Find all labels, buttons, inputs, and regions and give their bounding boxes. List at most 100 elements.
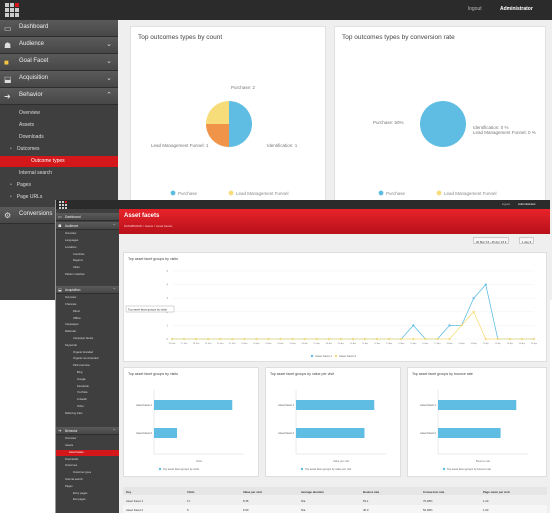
nav-audience-locations[interactable]: Locations <box>56 245 119 251</box>
data-point[interactable] <box>496 337 499 341</box>
data-point[interactable] <box>532 337 536 341</box>
data-point[interactable] <box>412 324 415 327</box>
nav-dashboard[interactable]: ▭ Dashboard <box>56 213 119 221</box>
nav-acquisition-facebook[interactable]: Facebook <box>56 383 119 389</box>
nav-audience[interactable]: ☗ Audience ⌄ <box>0 37 118 54</box>
pie-slice-identification[interactable] <box>206 124 229 147</box>
bar[interactable] <box>296 428 365 438</box>
data-point[interactable] <box>182 337 186 341</box>
nav-audience-languages[interactable]: Languages <box>56 238 119 244</box>
nav-acquisition-overview[interactable]: Overview <box>56 295 119 301</box>
data-point[interactable] <box>170 337 174 341</box>
data-point[interactable] <box>520 337 524 341</box>
bar[interactable] <box>438 400 517 410</box>
data-point[interactable] <box>460 324 463 327</box>
column-header[interactable]: Average duration <box>301 489 324 494</box>
nav-acquisition-offline[interactable]: Offline <box>56 315 119 321</box>
nav-behavior-internal-search[interactable]: Internal search <box>56 477 119 483</box>
nav-behavior-overview[interactable]: Overview <box>0 108 118 119</box>
nav-behavior-assets[interactable]: Assets <box>0 120 118 131</box>
logout-link[interactable]: logout <box>468 6 482 12</box>
data-point[interactable] <box>472 310 475 313</box>
nav-audience-pattern-matches[interactable]: Pattern matches <box>56 272 119 278</box>
nav-goal-facet[interactable]: ■ Goal Facet ⌄ <box>0 54 118 71</box>
nav-acquisition-google[interactable]: Google <box>56 377 119 383</box>
data-point[interactable] <box>231 337 234 341</box>
column-header[interactable]: Bounce rate <box>363 489 380 494</box>
table-row[interactable]: Asset Facet 1 17 8.35 N/a 53.1 70.48% 1.23 <box>123 496 547 504</box>
column-header[interactable]: Visits <box>187 489 195 494</box>
period-select[interactable]: 1 day ▾ <box>519 237 535 244</box>
column-header[interactable]: Page views per visit <box>483 489 510 494</box>
data-point[interactable] <box>207 337 210 341</box>
user-menu[interactable]: Administrator <box>500 6 533 12</box>
date-range-picker[interactable]: 26 Mar '15 - 25 Apr '15 ▾ <box>473 237 510 244</box>
nav-acquisition-linkedin[interactable]: LinkedIn <box>56 397 119 403</box>
logout-link[interactable]: logout <box>502 202 511 206</box>
pie-slice-purchase[interactable] <box>420 101 466 147</box>
bar[interactable] <box>438 428 501 438</box>
data-point[interactable] <box>315 337 318 341</box>
nav-behavior-outcome-types[interactable]: Outcome types <box>56 470 119 476</box>
data-point[interactable] <box>351 337 355 341</box>
data-point[interactable] <box>484 283 487 286</box>
pie-slice-purchase[interactable] <box>229 101 252 147</box>
user-menu[interactable]: Administrator <box>518 202 536 206</box>
data-point[interactable] <box>436 337 439 341</box>
nav-acquisition-campaign-facets[interactable]: Campaign facets <box>56 336 119 342</box>
nav-behavior-downloads[interactable]: Downloads <box>0 132 118 143</box>
nav-behavior[interactable]: ➜ Behavior ⌃ <box>0 88 118 105</box>
data-point[interactable] <box>327 337 330 341</box>
bar[interactable] <box>154 400 233 410</box>
nav-acquisition-organic-non-branded[interactable]: Organic non-branded <box>56 356 119 362</box>
data-point[interactable] <box>472 297 475 300</box>
data-point[interactable] <box>400 337 403 341</box>
nav-acquisition[interactable]: ⬓ Acquisition ⌄ <box>0 71 118 88</box>
app-logo-icon[interactable] <box>5 3 19 17</box>
nav-behavior-pages[interactable]: Pages <box>0 180 118 191</box>
nav-behavior-downloads[interactable]: Downloads <box>56 456 119 462</box>
data-point[interactable] <box>448 337 451 341</box>
breadcrumb[interactable]: DASHBOARD > Assets > Asset Facets <box>124 224 173 228</box>
data-point[interactable] <box>255 337 258 341</box>
nav-behavior-internal-search[interactable]: Internal search <box>0 168 118 179</box>
nav-acquisition-other[interactable]: Other <box>56 404 119 410</box>
column-header[interactable]: Conversion rate <box>423 489 445 494</box>
nav-acquisition-channels[interactable]: Channels <box>56 302 119 308</box>
nav-behavior-pages[interactable]: Pages <box>56 484 119 490</box>
data-point[interactable] <box>363 337 367 341</box>
nav-behavior-outcomes[interactable]: Outcomes <box>56 463 119 469</box>
bar[interactable] <box>296 400 375 410</box>
table-row[interactable]: Asset Facet 2 5 6.50 N/a 40.0 52.06% 1.03 <box>123 505 547 513</box>
nav-audience-cities[interactable]: Cities <box>56 265 119 271</box>
nav-behavior-page-urls[interactable]: Page URLs <box>0 192 118 203</box>
pie-slice-lead-management-funnel[interactable] <box>206 101 229 124</box>
nav-behavior-asset-facets[interactable]: Asset facets <box>56 449 119 456</box>
data-point[interactable] <box>267 337 270 341</box>
data-point[interactable] <box>388 337 391 341</box>
data-point[interactable] <box>424 337 427 341</box>
data-point[interactable] <box>508 337 511 341</box>
nav-acquisition-paid-overview[interactable]: Paid overview <box>56 363 119 369</box>
data-point[interactable] <box>303 337 306 341</box>
data-point[interactable] <box>484 337 487 341</box>
bar[interactable] <box>154 428 178 438</box>
nav-behavior-assets[interactable]: Assets <box>56 443 119 449</box>
nav-behavior-overview[interactable]: Overview <box>56 436 119 442</box>
data-point[interactable] <box>195 337 198 341</box>
nav-audience-regions[interactable]: Regions <box>56 258 119 264</box>
nav-audience-overview[interactable]: Overview <box>56 231 119 237</box>
nav-audience[interactable]: ☗ Audience ⌃ <box>56 222 119 230</box>
nav-acquisition-referring-sites[interactable]: Referring sites <box>56 411 119 417</box>
nav-acquisition-direct[interactable]: Direct <box>56 309 119 315</box>
nav-acquisition-bing[interactable]: Bing <box>56 370 119 376</box>
app-logo-icon[interactable] <box>59 201 67 209</box>
nav-acquisition[interactable]: ⬓ Acquisition ⌃ <box>56 286 119 294</box>
data-point[interactable] <box>412 337 415 341</box>
nav-audience-countries[interactable]: Countries <box>56 251 119 257</box>
nav-acquisition-youtube[interactable]: YouTube <box>56 390 119 396</box>
nav-acquisition-keywords[interactable]: Keywords <box>56 343 119 349</box>
data-point[interactable] <box>279 337 282 341</box>
nav-acquisition-campaigns[interactable]: Campaigns <box>56 322 119 328</box>
data-point[interactable] <box>448 324 451 327</box>
